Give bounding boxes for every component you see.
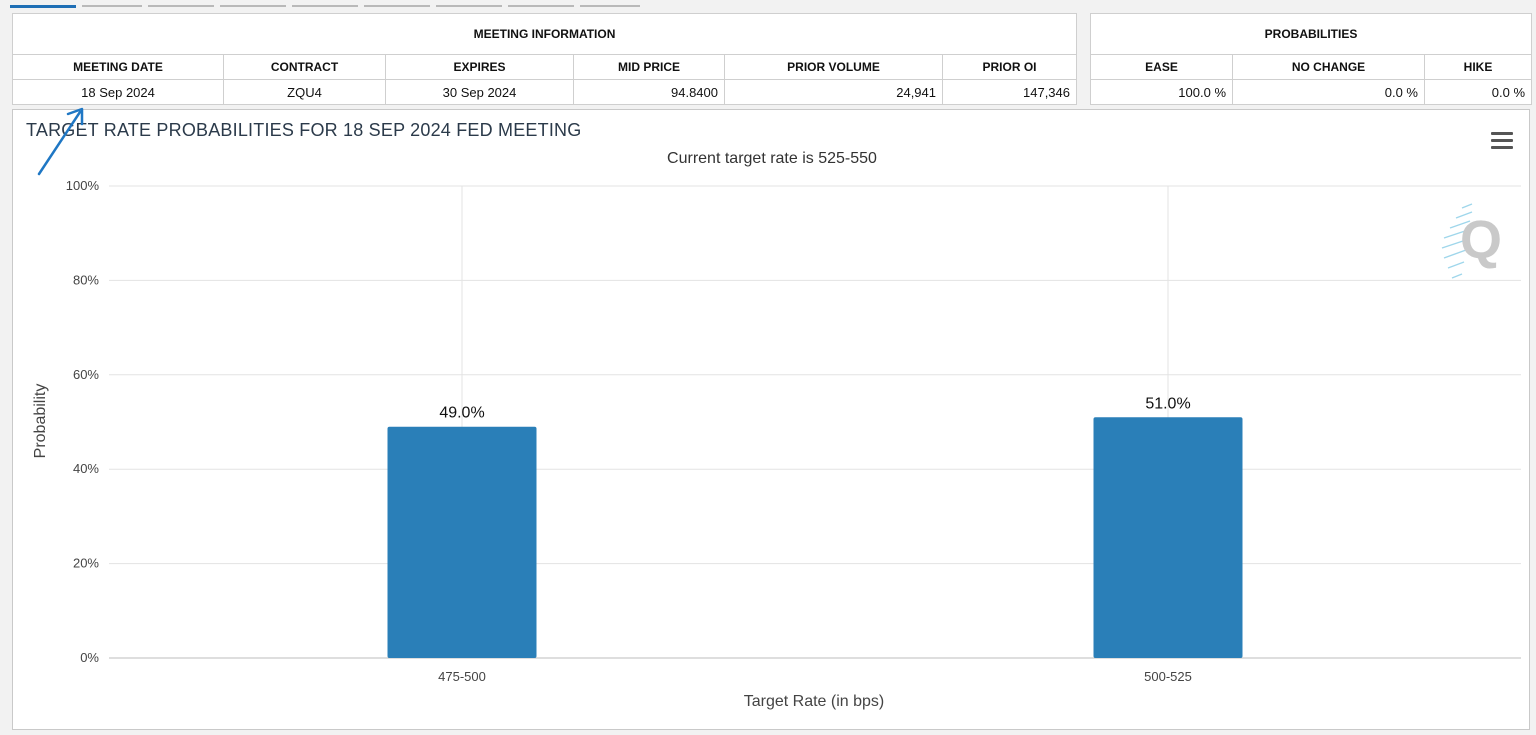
expires-value: 30 Sep 2024 bbox=[385, 79, 574, 105]
col-contract: CONTRACT bbox=[223, 54, 386, 80]
y-tick-label: 80% bbox=[73, 272, 99, 287]
tab[interactable] bbox=[82, 0, 142, 7]
tab[interactable] bbox=[508, 0, 574, 7]
probabilities-header: PROBABILITIES bbox=[1089, 13, 1533, 55]
chart-subtitle: Current target rate is 525-550 bbox=[667, 150, 877, 167]
q-logo-icon: Q bbox=[1441, 203, 1502, 279]
x-tick-label: 475-500 bbox=[438, 669, 486, 684]
col-mid-price: MID PRICE bbox=[573, 54, 725, 80]
y-tick-label: 0% bbox=[80, 650, 99, 665]
tab[interactable] bbox=[436, 0, 502, 7]
contract-value: ZQU4 bbox=[223, 79, 386, 105]
meeting-information-table: MEETING INFORMATION MEETING DATE CONTRAC… bbox=[12, 13, 1077, 105]
col-no-change: NO CHANGE bbox=[1232, 54, 1425, 80]
col-prior-volume: PRIOR VOLUME bbox=[724, 54, 943, 80]
tab[interactable] bbox=[292, 0, 358, 7]
bar-475-500[interactable] bbox=[387, 426, 537, 658]
prior-oi-value: 147,346 bbox=[942, 79, 1077, 105]
bar-500-525[interactable] bbox=[1093, 417, 1243, 658]
meeting-date-value: 18 Sep 2024 bbox=[12, 79, 224, 105]
data-label: 51.0% bbox=[1145, 395, 1190, 412]
chart-bars bbox=[387, 417, 1243, 658]
hike-value: 0.0 % bbox=[1423, 79, 1533, 105]
probabilities-table: PROBABILITIES EASE NO CHANGE HIKE 100.0 … bbox=[1089, 13, 1533, 105]
hamburger-menu-icon[interactable] bbox=[1491, 132, 1513, 150]
tab[interactable] bbox=[220, 0, 286, 7]
x-tick-label: 500-525 bbox=[1144, 669, 1192, 684]
y-tick-label: 100% bbox=[66, 178, 100, 193]
y-tick-label: 40% bbox=[73, 461, 99, 476]
tab[interactable] bbox=[364, 0, 430, 7]
svg-text:Q: Q bbox=[1460, 210, 1502, 270]
no-change-value: 0.0 % bbox=[1232, 79, 1425, 105]
probability-bar-chart: 0% 20% 40% 60% 80% 100% 49.0% 475-500 51.0% 500-5… bbox=[32, 178, 1521, 710]
tab-active[interactable] bbox=[10, 0, 76, 8]
tab[interactable] bbox=[580, 0, 640, 7]
col-prior-oi: PRIOR OI bbox=[942, 54, 1077, 80]
col-meeting-date: MEETING DATE bbox=[12, 54, 224, 80]
tab[interactable] bbox=[148, 0, 214, 7]
chart-labels: 0% 20% 40% 60% 80% 100% 49.0% 475-500 51.0% 500-5… bbox=[66, 178, 1192, 684]
ease-value: 100.0 % bbox=[1090, 79, 1233, 105]
arrow-annotation-icon bbox=[37, 107, 84, 176]
chart-gridlines bbox=[109, 185, 1521, 659]
col-expires: EXPIRES bbox=[385, 54, 574, 80]
y-tick-label: 60% bbox=[73, 367, 99, 382]
prior-volume-value: 24,941 bbox=[724, 79, 943, 105]
tab-strip bbox=[0, 0, 1536, 8]
chart-panel: 0% 20% 40% 60% 80% 100% 49.0% 475-500 51.0% 500-5… bbox=[12, 109, 1530, 730]
x-axis-title: Target Rate (in bps) bbox=[744, 693, 885, 710]
chart-title: TARGET RATE PROBABILITIES FOR 18 SEP 202… bbox=[26, 120, 582, 140]
y-axis-title: Probability bbox=[32, 384, 49, 459]
col-ease: EASE bbox=[1090, 54, 1233, 80]
col-hike: HIKE bbox=[1423, 54, 1533, 80]
y-tick-label: 20% bbox=[73, 556, 99, 571]
meeting-information-header: MEETING INFORMATION bbox=[12, 13, 1077, 55]
mid-price-value: 94.8400 bbox=[573, 79, 725, 105]
data-label: 49.0% bbox=[439, 405, 484, 422]
